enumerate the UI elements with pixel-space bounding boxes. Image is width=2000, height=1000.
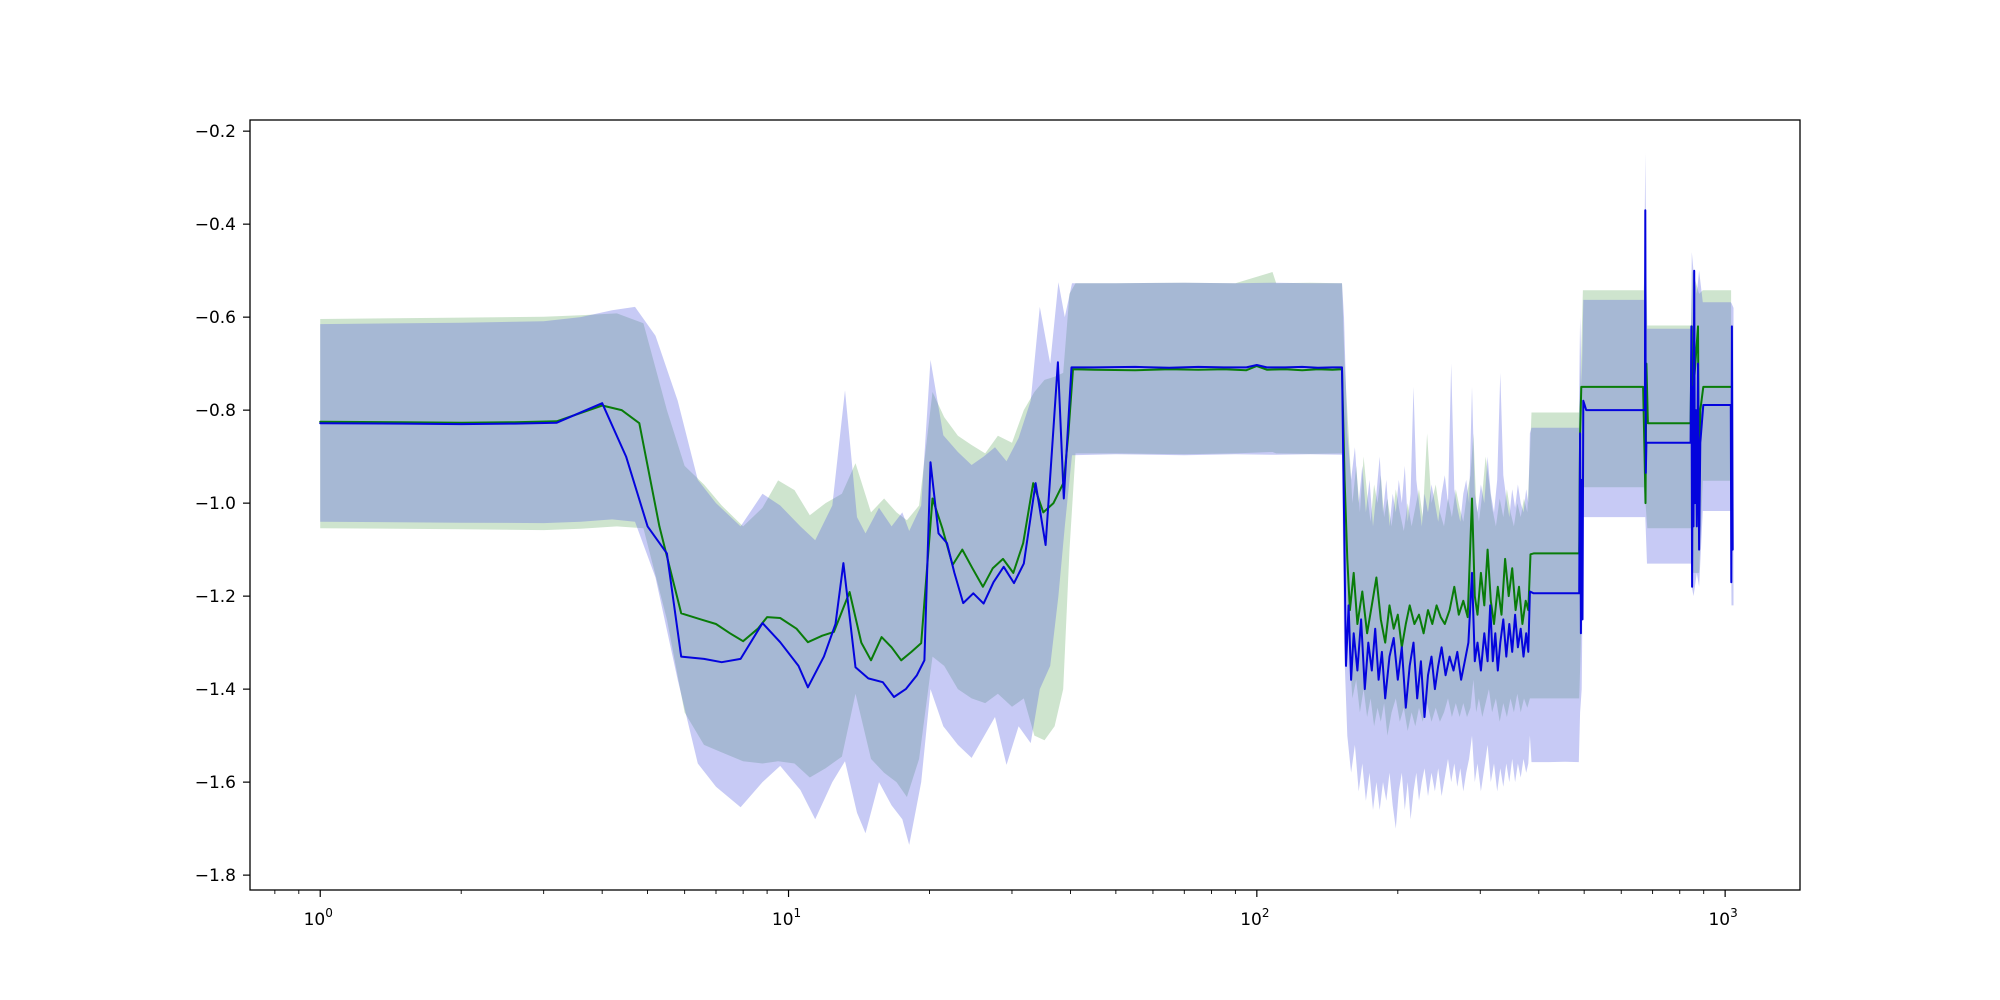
x-tick-label: 102 (1240, 906, 1269, 930)
y-tick-label: −1.6 (195, 773, 236, 793)
plot-frame (249, 119, 1801, 891)
y-tick-label: −1.4 (195, 680, 236, 700)
y-tick-label: −0.2 (195, 122, 236, 142)
x-tick-label: 101 (772, 906, 801, 930)
y-tick-label: −0.6 (195, 308, 236, 328)
y-tick-label: −1.0 (195, 494, 236, 514)
green-series-band (320, 247, 1732, 797)
y-tick-label: −1.2 (195, 587, 236, 607)
y-tick-label: −1.8 (195, 866, 236, 886)
x-tick-label: 103 (1708, 906, 1737, 930)
plot-area (319, 153, 1734, 845)
x-tick-label: 100 (304, 906, 333, 930)
y-tick-label: −0.4 (195, 215, 236, 235)
blue-series-line (319, 209, 1734, 718)
y-tick-label: −0.8 (195, 401, 236, 421)
blue-series-band (320, 153, 1734, 845)
green-series-line (319, 325, 1733, 662)
